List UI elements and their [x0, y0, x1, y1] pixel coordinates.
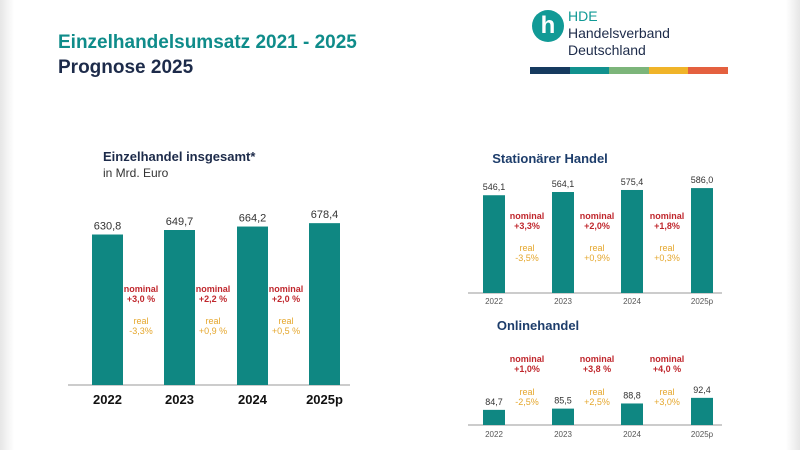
chart3-real-value: -2,5%: [515, 397, 539, 407]
logo-name-line-2: Deutschland: [568, 42, 646, 58]
chart1-bar: [164, 230, 195, 385]
chart2-category-label: 2023: [554, 297, 572, 306]
chart3-value-label: 84,7: [485, 397, 503, 407]
chart1-real-label: real: [278, 316, 293, 326]
chart1-category-label: 2023: [165, 392, 194, 407]
page-title-line-1: Einzelhandelsumsatz 2021 - 2025: [58, 32, 357, 53]
chart3-bar: [621, 403, 643, 425]
chart2-nominal-label: nominal: [510, 211, 545, 221]
chart3-bar: [691, 397, 713, 425]
chart1-category-label: 2025p: [306, 392, 343, 407]
chart2-bar: [691, 188, 713, 293]
chart3-nominal-label: nominal: [510, 354, 545, 364]
chart3-category-label: 2022: [485, 430, 503, 439]
slide-edge-shadow-left: [0, 0, 14, 450]
chart3-category-label: 2024: [623, 430, 641, 439]
chart3-title: Onlinehandel: [497, 318, 579, 333]
chart1-value-label: 630,8: [94, 221, 122, 233]
chart2-nominal-value: +3,3%: [514, 221, 540, 231]
chart2-nominal-label: nominal: [580, 211, 615, 221]
logo-abbr: HDE: [568, 8, 598, 24]
chart2-bar: [552, 192, 574, 293]
chart1-nominal-label: nominal: [196, 284, 231, 294]
chart1-value-label: 664,2: [239, 213, 267, 225]
chart2-nominal-label: nominal: [650, 211, 685, 221]
chart2-value-label: 575,4: [621, 177, 644, 187]
chart3-nominal-value: +3,8 %: [583, 364, 611, 374]
chart2-value-label: 586,0: [691, 175, 714, 185]
chart1-category-label: 2024: [238, 392, 268, 407]
logo-stripe-segment: [609, 67, 649, 74]
chart1-real-label: real: [205, 316, 220, 326]
chart3-nominal-label: nominal: [580, 354, 615, 364]
chart3-real-value: +2,5%: [584, 397, 610, 407]
chart1-nominal-value: +2,0 %: [272, 294, 300, 304]
chart1-category-label: 2022: [93, 392, 122, 407]
chart2-category-label: 2024: [623, 297, 641, 306]
chart1-real-value: +0,9 %: [199, 326, 227, 336]
chart1-bar: [237, 226, 268, 385]
chart3-value-label: 92,4: [693, 385, 711, 395]
chart2-category-label: 2025p: [691, 297, 714, 306]
chart1-nominal-label: nominal: [124, 284, 159, 294]
logo-stripe-segment: [688, 67, 728, 74]
chart1-bar: [309, 223, 340, 385]
slide-edge-shadow-right: [786, 0, 800, 450]
logo-stripe-segment: [530, 67, 570, 74]
chart2-bar: [621, 189, 643, 293]
chart2-title: Stationärer Handel: [492, 151, 608, 166]
chart3-real-label: real: [589, 387, 604, 397]
chart1-nominal-label: nominal: [269, 284, 304, 294]
hde-logo: h HDE Handelsverband Deutschland: [530, 6, 730, 76]
chart3-nominal-label: nominal: [650, 354, 685, 364]
chart3-bar: [483, 409, 505, 425]
chart1-real-label: real: [133, 316, 148, 326]
chart3-real-label: real: [659, 387, 674, 397]
chart1-nominal-value: +2,2 %: [199, 294, 227, 304]
hde-logo-text: HDE Handelsverband Deutschland: [568, 8, 670, 59]
logo-name-line-1: Handelsverband: [568, 25, 670, 41]
chart1-title: Einzelhandel insgesamt*: [103, 149, 256, 164]
chart2-real-label: real: [589, 243, 604, 253]
chart3-category-label: 2025p: [691, 430, 714, 439]
page-title: Einzelhandelsumsatz 2021 - 2025 Prognose…: [58, 30, 357, 80]
chart1-value-label: 678,4: [311, 209, 339, 221]
chart3-category-label: 2023: [554, 430, 572, 439]
logo-color-stripe: [530, 67, 728, 74]
chart3-value-label: 85,5: [554, 396, 572, 406]
chart1-subtitle: in Mrd. Euro: [103, 166, 169, 180]
chart2-real-label: real: [659, 243, 674, 253]
hde-logo-icon: h: [532, 10, 564, 42]
chart3-bar: [552, 408, 574, 425]
logo-stripe-segment: [569, 67, 610, 74]
chart2-value-label: 546,1: [483, 182, 506, 192]
chart1-nominal-value: +3,0 %: [127, 294, 155, 304]
chart2-real-value: -3,5%: [515, 253, 539, 263]
chart3-real-value: +3,0%: [654, 397, 680, 407]
chart2-real-value: +0,3%: [654, 253, 680, 263]
chart2-nominal-value: +2,0%: [584, 221, 610, 231]
logo-stripe-segment: [648, 67, 689, 74]
chart2-value-label: 564,1: [552, 179, 575, 189]
chart1-value-label: 649,7: [166, 216, 194, 228]
chart3-nominal-value: +4,0 %: [653, 364, 681, 374]
chart3-value-label: 88,8: [623, 390, 641, 400]
chart3-nominal-value: +1,0%: [514, 364, 540, 374]
chart3-real-label: real: [519, 387, 534, 397]
chart1-real-value: +0,5 %: [272, 326, 300, 336]
chart2-bar: [483, 195, 505, 293]
page-title-line-2: Prognose 2025: [58, 57, 194, 78]
chart2-category-label: 2022: [485, 297, 503, 306]
chart2-real-value: +0,9%: [584, 253, 610, 263]
chart2-nominal-value: +1,8%: [654, 221, 680, 231]
chart1-real-value: -3,3%: [129, 326, 153, 336]
chart1-bar: [92, 234, 123, 385]
chart2-real-label: real: [519, 243, 534, 253]
